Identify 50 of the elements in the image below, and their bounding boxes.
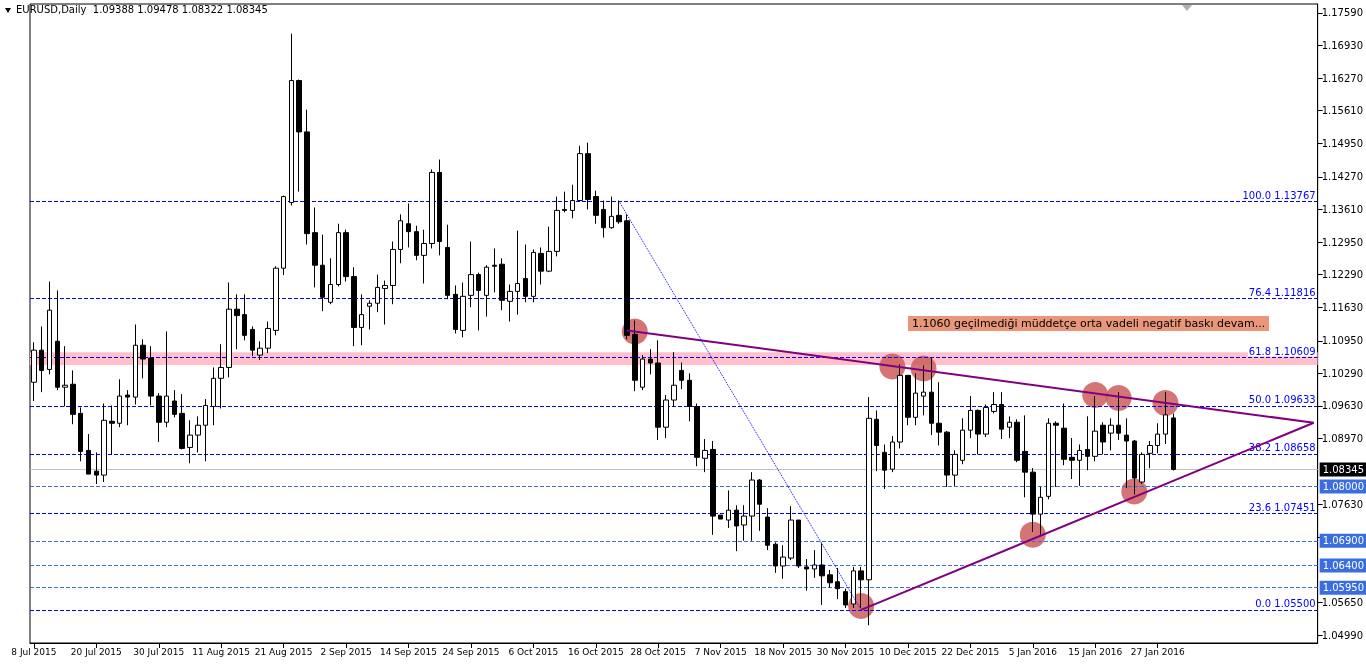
- x-tick-label: 21 Aug 2015: [254, 646, 313, 657]
- x-tick-label: 6 Oct 2015: [508, 646, 559, 657]
- y-tick-label: 1.12290: [1321, 269, 1364, 281]
- y-tick-label: 1.10950: [1321, 335, 1364, 347]
- x-tick-label: 28 Oct 2015: [630, 646, 687, 657]
- x-tick-label: 16 Oct 2015: [567, 646, 624, 657]
- y-tick-label: 1.13610: [1321, 203, 1364, 215]
- x-tick-label: 24 Sep 2015: [442, 646, 500, 657]
- ref-line-label: 1.08000: [1322, 480, 1365, 492]
- annotation: 1.1060 geçilmediği müddetçe orta vadeli negatif baskı devam...: [908, 316, 1270, 331]
- x-tick-label: 5 Jan 2016: [1008, 646, 1058, 657]
- ref-line-label: 76.4 1.11816: [1248, 286, 1316, 298]
- y-tick-label: 1.10290: [1321, 367, 1364, 379]
- y-tick-label: 1.12950: [1321, 236, 1364, 248]
- y-tick-label: 1.16930: [1321, 39, 1364, 51]
- y-tick-label: 1.11630: [1321, 301, 1364, 313]
- x-tick-label: 15 Jan 2016: [1068, 646, 1123, 657]
- ref-line-label: 100.0 1.13767: [1242, 190, 1316, 202]
- x-tick-label: 27 Jan 2016: [1130, 646, 1185, 657]
- ref-line-label: 1.08345: [1322, 463, 1365, 475]
- ref-line-label: 1.06900: [1322, 535, 1365, 547]
- x-tick-label: 10 Dec 2015: [879, 646, 937, 657]
- x-tick-label: 30 Nov 2015: [816, 646, 875, 657]
- chart-title: EURUSD,Daily 1.09388 1.09478 1.08322 1.08345: [16, 4, 268, 15]
- y-tick-label: 1.14270: [1321, 171, 1364, 183]
- x-tick-label: 18 Nov 2015: [754, 646, 812, 657]
- x-tick-label: 11 Aug 2015: [192, 646, 251, 657]
- y-tick-label: 1.08970: [1321, 433, 1364, 445]
- x-tick-label: 20 Jul 2015: [70, 646, 122, 657]
- x-tick-label: 30 Jul 2015: [133, 646, 185, 657]
- x-tick-label: 14 Sep 2015: [379, 646, 438, 657]
- x-tick-label: 8 Jul 2015: [11, 646, 57, 657]
- x-tick-label: 2 Sep 2015: [320, 646, 372, 657]
- y-tick-label: 1.04990: [1321, 629, 1364, 641]
- ref-line-label: 1.06400: [1322, 559, 1365, 571]
- y-tick-label: 1.16270: [1321, 72, 1364, 84]
- x-tick-label: 22 Dec 2015: [941, 646, 1000, 657]
- ref-line-label: 0.0 1.05500: [1255, 598, 1316, 610]
- ref-line-label: 1.05950: [1322, 582, 1365, 594]
- y-tick-label: 1.05650: [1321, 597, 1364, 609]
- ref-line-label: 38.2 1.08658: [1248, 442, 1316, 454]
- ref-line-label: 23.6 1.07451: [1248, 502, 1316, 514]
- ref-line-label: 61.8 1.10609: [1248, 346, 1316, 358]
- y-tick-label: 1.14950: [1321, 137, 1364, 149]
- x-tick-label: 7 Nov 2015: [694, 646, 747, 657]
- y-tick-label: 1.07630: [1321, 499, 1364, 511]
- y-tick-label: 1.15610: [1321, 105, 1364, 117]
- y-tick-label: 1.09630: [1321, 400, 1364, 412]
- y-tick-label: 1.17590: [1321, 7, 1364, 19]
- ref-line-label: 50.0 1.09633: [1248, 394, 1316, 406]
